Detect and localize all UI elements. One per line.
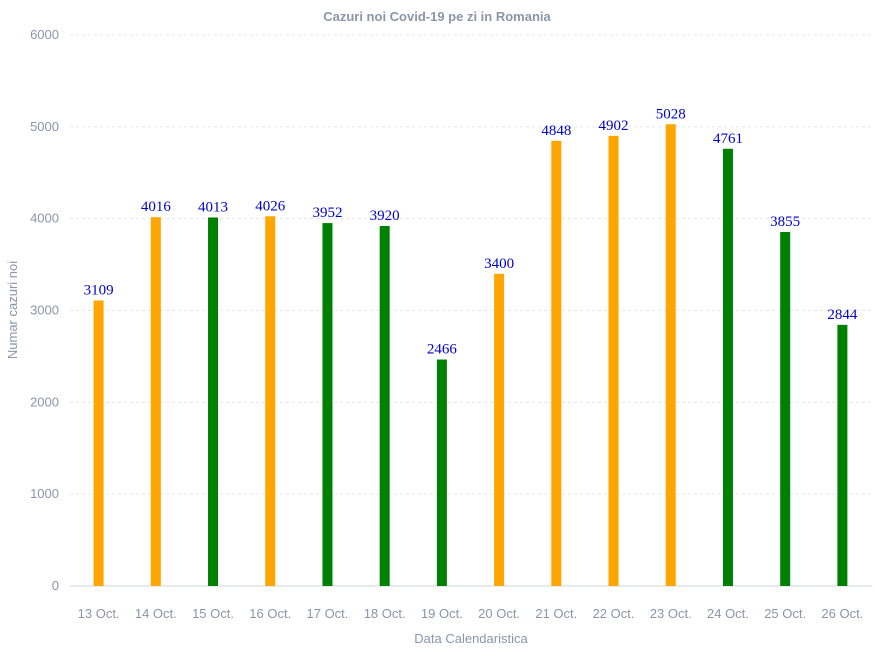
y-tick-label: 1000: [30, 486, 59, 501]
data-label: 4013: [198, 199, 228, 215]
bars: [93, 124, 848, 587]
x-axis-ticks: 13 Oct. 14 Oct. 15 Oct. 16 Oct. 17 Oct. 18 Oc…: [78, 606, 864, 621]
bar[interactable]: [837, 324, 848, 586]
y-tick-label: 2000: [30, 394, 59, 409]
grid-lines: [70, 34, 872, 495]
data-label: 3855: [770, 214, 800, 230]
y-tick-label: 5000: [30, 119, 59, 134]
x-tick-label: 15 Oct.: [192, 606, 234, 621]
x-tick-label: 24 Oct.: [707, 606, 749, 621]
bar[interactable]: [494, 273, 505, 586]
chart-title: Cazuri noi Covid-19 pe zi in Romania: [323, 9, 551, 24]
x-tick-label: 16 Oct.: [249, 606, 291, 621]
bar[interactable]: [150, 217, 161, 586]
bar[interactable]: [780, 231, 791, 587]
x-tick-label: 18 Oct.: [364, 606, 406, 621]
data-label: 3952: [312, 205, 342, 221]
y-axis-title: Numar cazuri noi: [5, 261, 20, 359]
x-axis-title: Data Calendaristica: [414, 631, 528, 646]
y-axis-ticks: 0 1000 2000 3000 4000 5000 6000: [30, 27, 59, 593]
x-tick-label: 23 Oct.: [650, 606, 692, 621]
data-labels: 3109 4016 4013 4026 3952 3920 2466 3400 4848 4902…: [84, 106, 858, 357]
x-tick-label: 20 Oct.: [478, 606, 520, 621]
bar[interactable]: [93, 300, 104, 586]
bar[interactable]: [436, 359, 447, 586]
data-label: 3109: [84, 282, 114, 298]
y-tick-label: 6000: [30, 27, 59, 42]
x-tick-label: 19 Oct.: [421, 606, 463, 621]
bar[interactable]: [608, 135, 619, 586]
x-tick-label: 13 Oct.: [78, 606, 120, 621]
bar[interactable]: [322, 223, 333, 587]
data-label: 4761: [713, 131, 743, 147]
data-label: 2466: [427, 342, 458, 358]
x-tick-label: 21 Oct.: [535, 606, 577, 621]
data-label: 3400: [484, 256, 514, 272]
data-label: 4848: [541, 123, 571, 139]
bar[interactable]: [551, 140, 562, 587]
data-label: 5028: [656, 106, 686, 122]
y-tick-label: 3000: [30, 303, 59, 318]
x-tick-label: 17 Oct.: [307, 606, 349, 621]
bar[interactable]: [379, 226, 390, 586]
data-label: 4902: [599, 118, 629, 134]
x-tick-label: 26 Oct.: [821, 606, 863, 621]
bar[interactable]: [665, 124, 676, 587]
x-tick-label: 25 Oct.: [764, 606, 806, 621]
y-tick-label: 4000: [30, 211, 59, 226]
bar[interactable]: [722, 148, 733, 586]
bar[interactable]: [265, 216, 276, 587]
y-tick-label: 0: [52, 578, 59, 593]
data-label: 3920: [370, 208, 400, 224]
bar[interactable]: [208, 217, 219, 586]
data-label: 4016: [141, 199, 172, 215]
data-label: 4026: [255, 198, 286, 214]
x-tick-label: 22 Oct.: [593, 606, 635, 621]
data-label: 2844: [827, 307, 858, 323]
x-tick-label: 14 Oct.: [135, 606, 177, 621]
